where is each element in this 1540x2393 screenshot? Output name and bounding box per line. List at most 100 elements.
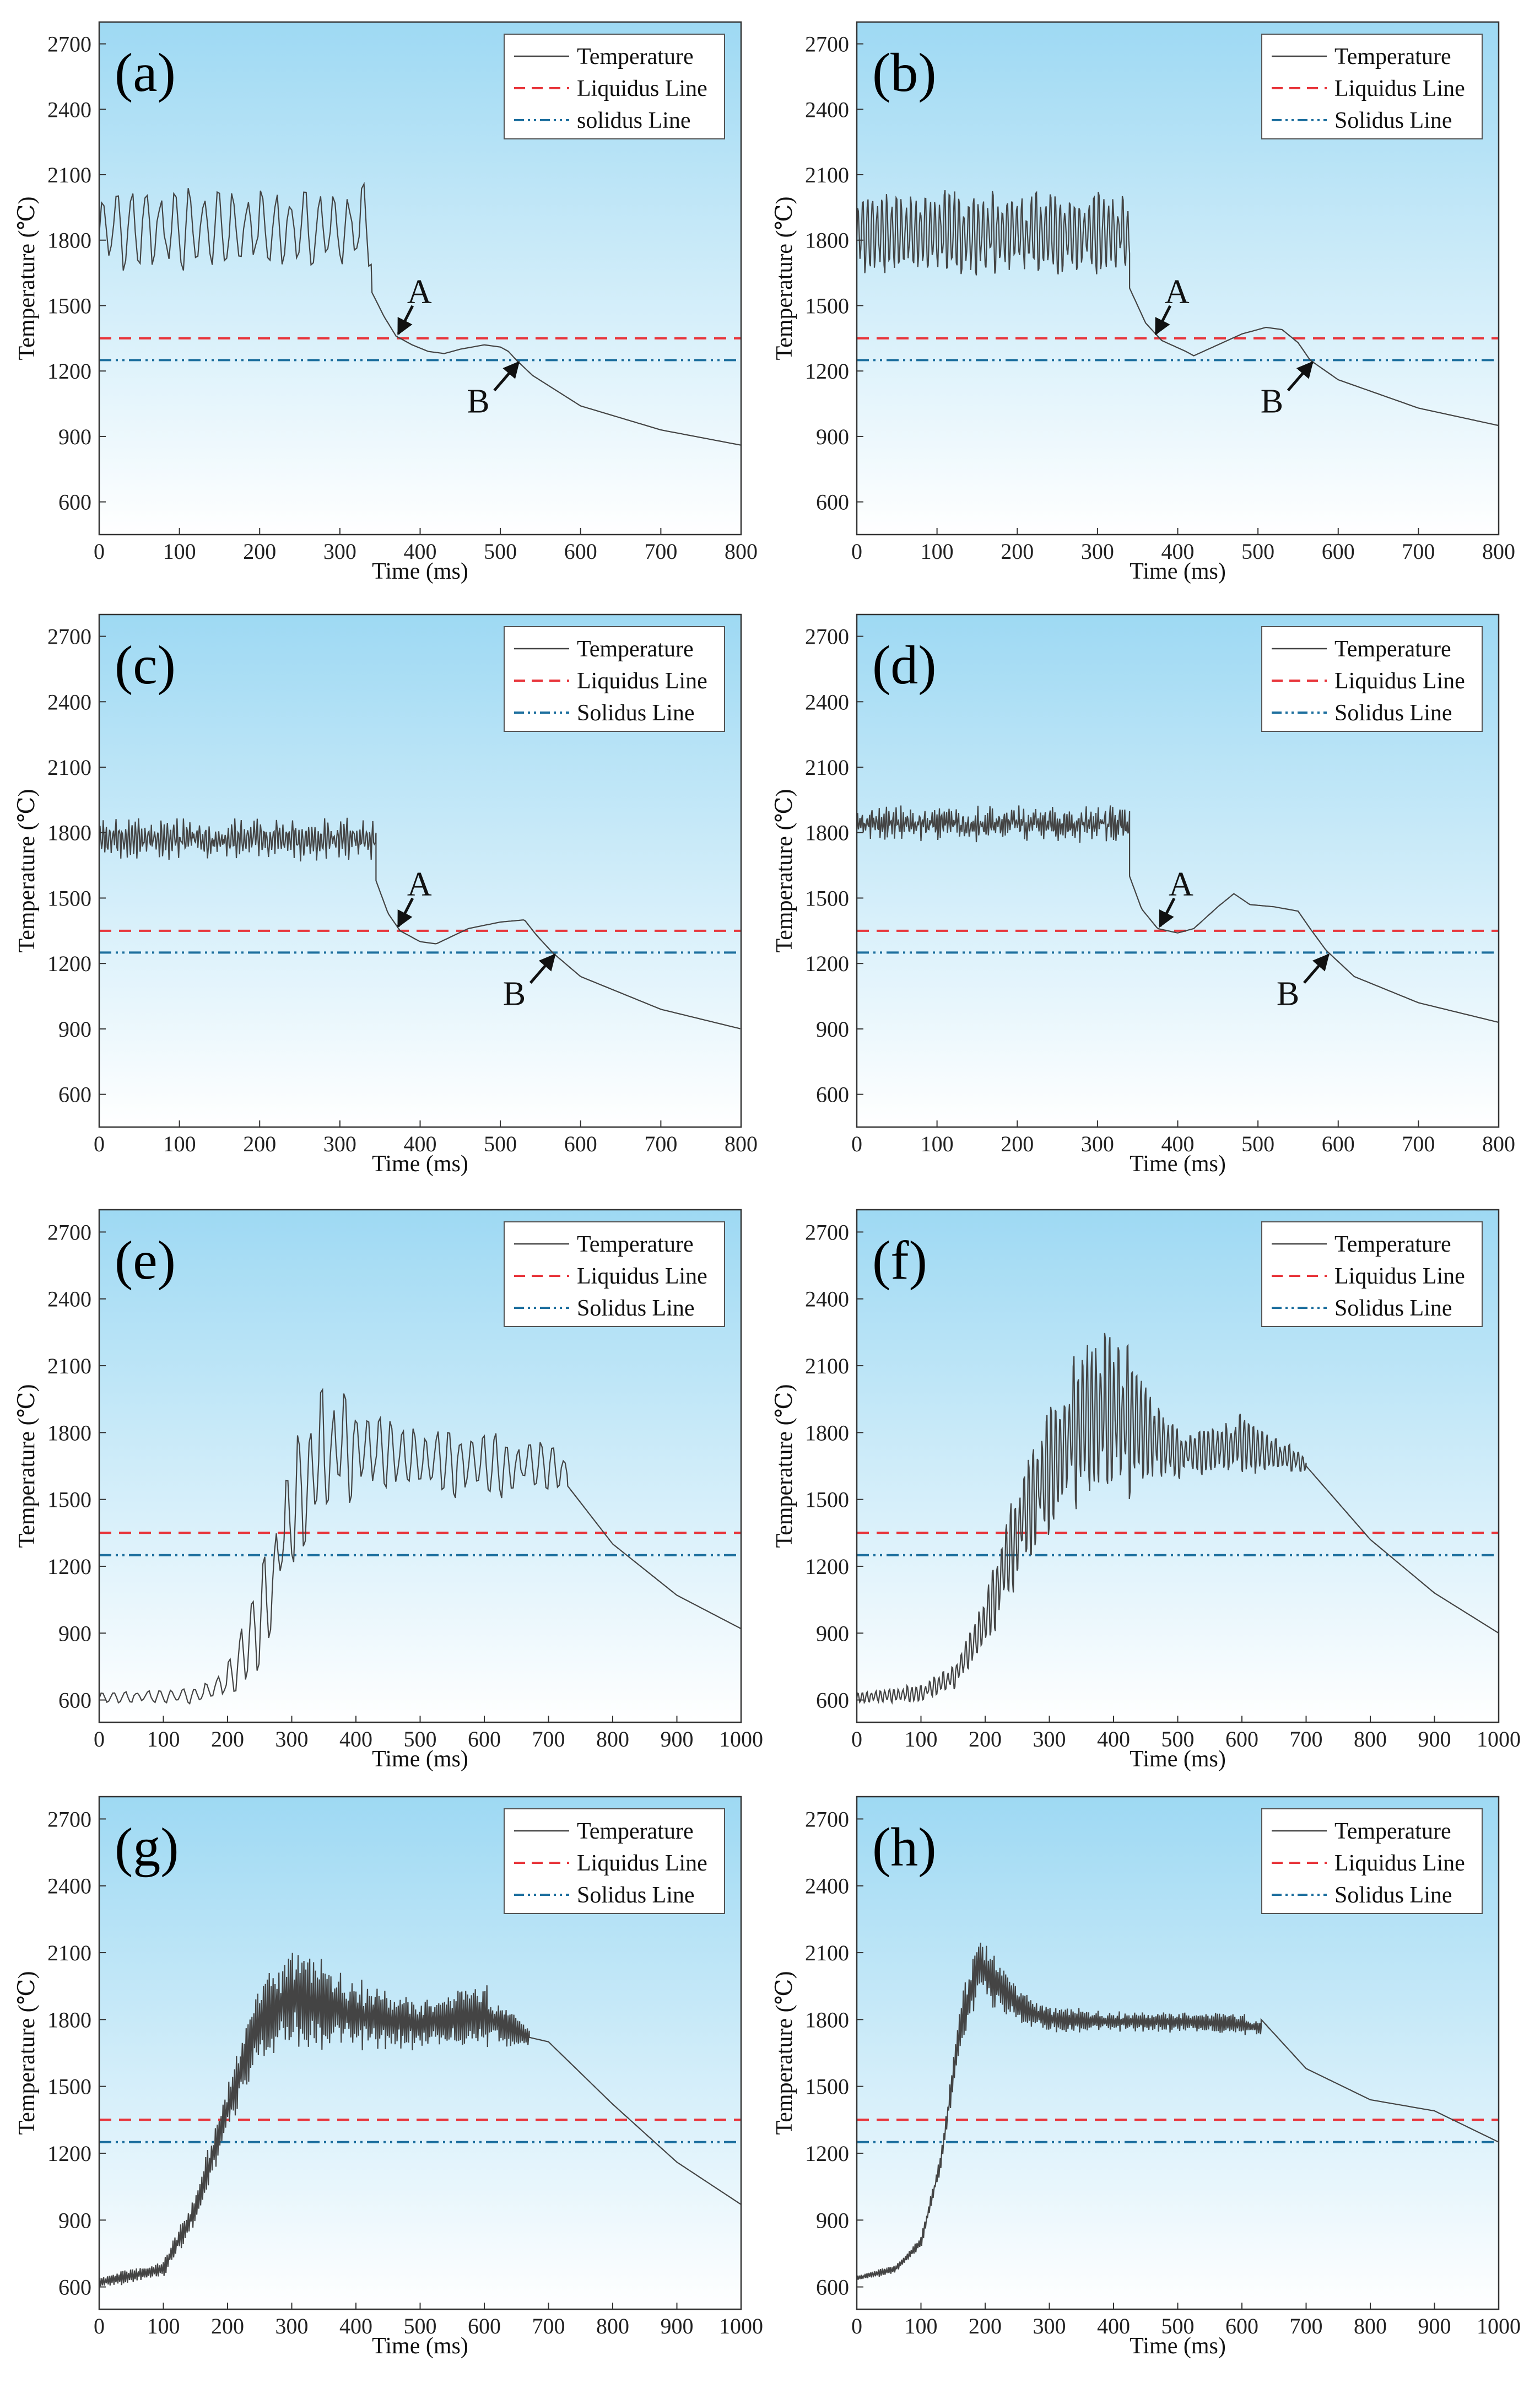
panel-label: (d): [872, 634, 937, 696]
y-tick-label: 2700: [47, 1220, 91, 1244]
x-tick-label: 200: [211, 2314, 244, 2338]
legend-box: [504, 1808, 725, 1914]
y-tick-label: 1200: [47, 2141, 91, 2166]
x-tick-label: 0: [94, 1131, 105, 1156]
y-tick-label: 2700: [805, 1220, 849, 1244]
x-tick-label: 1000: [1477, 2314, 1521, 2338]
y-tick-label: 900: [816, 1621, 849, 1646]
x-tick-label: 1000: [719, 1727, 763, 1751]
legend-label: Liquidus Line: [577, 669, 707, 694]
y-tick-label: 900: [58, 1621, 91, 1646]
panel-label: (b): [872, 42, 937, 103]
y-tick-label: 1800: [805, 2007, 849, 2032]
chart-panel-e: 0 100 200 300 400 500 600 700 800 900 1000 600 900 12…: [14, 1209, 763, 1772]
y-tick-label: 1800: [805, 1420, 849, 1445]
y-axis-label: Temperature (℃): [772, 1384, 797, 1548]
y-tick-label: 900: [816, 2208, 849, 2233]
x-tick-label: 600: [468, 1727, 501, 1751]
legend-label: Temperature: [1334, 44, 1451, 69]
x-tick-label: 300: [275, 1727, 309, 1751]
annotation-label: B: [503, 975, 526, 1012]
x-tick-label: 400: [1161, 539, 1195, 564]
x-tick-label: 600: [1225, 2314, 1258, 2338]
x-tick-label: 100: [147, 1727, 180, 1751]
panel-label: (g): [115, 1817, 179, 1878]
annotation-arrow: [529, 953, 556, 984]
x-tick-label: 0: [94, 2314, 105, 2338]
x-tick-label: 100: [163, 1131, 196, 1156]
panel-label: (h): [872, 1817, 937, 1878]
x-tick-label: 0: [94, 539, 105, 564]
x-tick-label: 100: [147, 2314, 180, 2338]
x-tick-label: 700: [532, 2314, 565, 2338]
chart-panel-h: 0 100 200 300 400 500 600 700 800 900 1000 600 900 12…: [772, 1796, 1521, 2359]
y-axis-label: Temperature (℃): [772, 1971, 797, 2135]
legend-label: Temperature: [577, 1819, 694, 1844]
y-tick-label: 1200: [805, 951, 849, 976]
temperature-series: [99, 181, 741, 446]
lines-layer: [99, 181, 741, 446]
legend-label: Liquidus Line: [577, 1264, 707, 1289]
x-tick-label: 600: [564, 1131, 597, 1156]
legend-label: Temperature: [1334, 1819, 1451, 1844]
legend-label: Temperature: [1334, 637, 1451, 662]
lines-layer: [857, 805, 1499, 1023]
x-tick-label: 0: [851, 1727, 862, 1751]
legend-label: Solidus Line: [1334, 108, 1452, 133]
y-tick-label: 2100: [805, 755, 849, 780]
lines-layer: [857, 190, 1499, 427]
y-tick-label: 2400: [47, 1874, 91, 1899]
x-tick-label: 100: [921, 539, 954, 564]
chart-panel-c: 0 100 200 300 400 500 600 700 800 600 900 1200 1500 1…: [14, 613, 758, 1177]
x-tick-label: 500: [484, 1131, 517, 1156]
x-tick-label: 100: [921, 1131, 954, 1156]
x-tick-label: 200: [1001, 1131, 1034, 1156]
x-tick-label: 400: [1097, 1727, 1130, 1751]
legend-label: Temperature: [577, 1232, 694, 1257]
x-tick-label: 500: [1241, 1131, 1274, 1156]
annotation-arrow: [1287, 361, 1314, 392]
y-tick-label: 1500: [47, 2074, 91, 2099]
x-tick-label: 400: [339, 2314, 372, 2338]
annotation-arrow: [397, 897, 414, 928]
x-tick-label: 200: [969, 2314, 1002, 2338]
x-tick-label: 900: [661, 1727, 694, 1751]
x-tick-label: 300: [1033, 1727, 1066, 1751]
y-tick-label: 2700: [47, 32, 91, 57]
y-tick-label: 2100: [47, 1941, 91, 1965]
y-tick-label: 2400: [47, 97, 91, 122]
legend-box: [1261, 626, 1483, 732]
y-tick-label: 2100: [805, 1941, 849, 1965]
legend-label: Liquidus Line: [1334, 1264, 1465, 1289]
panel-label: (a): [115, 42, 176, 103]
y-tick-label: 2400: [805, 97, 849, 122]
chart-panel-b: 0 100 200 300 400 500 600 700 800 600 900 1200 1500 1…: [772, 21, 1515, 584]
x-tick-label: 200: [1001, 539, 1034, 564]
lines-layer: [857, 1942, 1499, 2280]
y-tick-label: 1500: [805, 293, 849, 318]
y-tick-label: 1500: [47, 886, 91, 910]
legend-label: solidus Line: [577, 108, 691, 133]
x-tick-label: 900: [1418, 1727, 1451, 1751]
x-tick-label: 400: [1161, 1131, 1195, 1156]
x-tick-label: 800: [1482, 1131, 1515, 1156]
y-tick-label: 1800: [805, 228, 849, 253]
y-tick-label: 2100: [805, 163, 849, 187]
y-tick-label: 600: [816, 490, 849, 515]
temperature-series: [857, 805, 1499, 1023]
x-axis-label: Time (ms): [1130, 1747, 1226, 1772]
annotation-label: B: [467, 382, 489, 420]
y-tick-label: 2700: [805, 624, 849, 649]
y-tick-label: 2700: [805, 1807, 849, 1831]
x-tick-label: 500: [404, 2314, 437, 2338]
y-tick-label: 900: [816, 424, 849, 449]
y-tick-label: 2400: [805, 1874, 849, 1899]
panel-label: (f): [872, 1230, 927, 1291]
y-axis-label: Temperature (℃): [772, 789, 797, 952]
y-tick-label: 1800: [805, 821, 849, 845]
y-tick-label: 600: [816, 1082, 849, 1107]
y-tick-label: 2700: [47, 624, 91, 649]
legend-box: [504, 626, 725, 732]
y-tick-label: 900: [58, 1017, 91, 1042]
y-axis-label: Temperature (℃): [772, 196, 797, 360]
